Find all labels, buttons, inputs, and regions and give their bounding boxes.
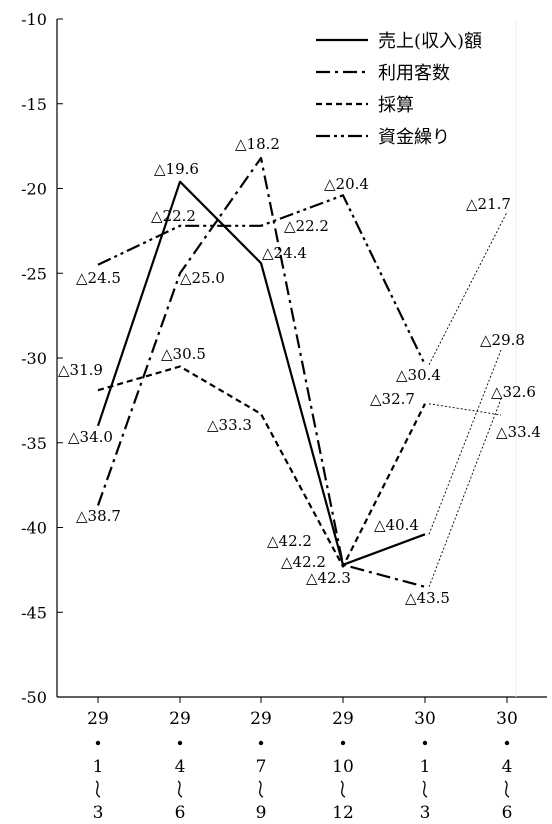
- data-label: △34.0: [68, 428, 113, 446]
- data-labels: △31.9 △34.0 △38.7 △24.5 △19.6 △22.2 △25.0 △30.5…: [58, 135, 541, 607]
- x-label-year: 30: [414, 709, 436, 729]
- x-label-year: 29: [332, 709, 354, 729]
- x-category-label: 29 7 9: [250, 709, 272, 823]
- series-lines: [96, 156, 426, 588]
- y-tick-label: -30: [21, 349, 47, 368]
- data-label: △42.2: [267, 532, 312, 550]
- data-label: △43.5: [405, 589, 450, 607]
- y-tick-label: -15: [21, 95, 47, 114]
- forecast-connector: [428, 211, 508, 365]
- forecast-connector: [428, 398, 502, 587]
- y-tick-label: -20: [21, 180, 47, 199]
- x-label-to: 3: [93, 803, 104, 823]
- data-label: △33.4: [496, 423, 541, 441]
- x-label-separator-dot: [258, 740, 264, 746]
- x-label-separator-dot: [177, 740, 183, 746]
- data-label: △22.2: [151, 207, 196, 225]
- x-category-label: 29 4 6: [169, 709, 191, 823]
- x-label-range-mark: [177, 780, 183, 798]
- x-label-year: 29: [87, 709, 109, 729]
- x-label-year: 29: [250, 709, 272, 729]
- data-label: △25.0: [180, 269, 225, 287]
- y-tick-label: -50: [21, 688, 47, 707]
- series-line: [97, 194, 426, 366]
- x-label-to: 9: [256, 803, 267, 823]
- x-label-year: 29: [169, 709, 191, 729]
- data-label: △18.2: [235, 135, 280, 153]
- data-label: △20.4: [324, 175, 369, 193]
- forecast-lines: [428, 211, 508, 587]
- data-label: △19.6: [154, 160, 199, 178]
- x-category-label: 29 1 3: [87, 709, 109, 823]
- data-label: △32.6: [491, 383, 536, 401]
- data-label: △30.5: [161, 345, 206, 363]
- data-label: △32.7: [370, 390, 415, 408]
- y-tick-label: -40: [21, 519, 47, 538]
- x-label-from: 4: [502, 757, 513, 777]
- x-category-label: 30 1 3: [414, 709, 436, 823]
- x-label-from: 10: [332, 757, 354, 777]
- x-label-separator-dot: [95, 740, 101, 746]
- legend-label: 資金繰り: [378, 127, 450, 148]
- data-label: △21.7: [466, 195, 511, 213]
- x-label-to: 3: [420, 803, 431, 823]
- data-label: △42.3: [306, 569, 351, 587]
- data-label: △24.4: [262, 244, 307, 262]
- x-category-label: 29 10 12: [332, 709, 354, 823]
- x-label-from: 1: [420, 757, 431, 777]
- forecast-connector: [428, 403, 502, 416]
- x-category-label: 30 4 6: [496, 709, 518, 823]
- data-label: △31.9: [58, 361, 103, 379]
- x-label-range-mark: [258, 780, 264, 798]
- axes: -10-15-20-25-30-35-40-45-502913294629792…: [21, 10, 547, 823]
- x-label-range-mark: [422, 780, 428, 798]
- x-label-separator-dot: [340, 740, 346, 746]
- x-label-to: 6: [502, 803, 513, 823]
- series-line: [96, 156, 426, 588]
- x-label-from: 4: [175, 757, 186, 777]
- y-tick-label: -45: [21, 603, 47, 622]
- data-label: △30.4: [396, 366, 441, 384]
- x-label-from: 7: [256, 757, 267, 777]
- series-line: [96, 180, 426, 566]
- data-label: △33.3: [207, 416, 252, 434]
- y-tick-label: -25: [21, 264, 47, 283]
- x-label-separator-dot: [422, 740, 428, 746]
- data-label: △24.5: [76, 269, 121, 287]
- x-label-range-mark: [340, 780, 346, 798]
- data-label: △40.4: [374, 516, 419, 534]
- x-label-to: 6: [175, 803, 186, 823]
- x-label-to: 12: [332, 803, 354, 823]
- y-tick-label: -35: [21, 434, 47, 453]
- x-label-from: 1: [93, 757, 104, 777]
- data-label: △38.7: [76, 507, 121, 525]
- legend-label: 採算: [378, 95, 414, 116]
- x-label-range-mark: [95, 780, 101, 798]
- forecast-connector: [428, 349, 502, 535]
- data-label: △22.2: [284, 217, 329, 235]
- legend-label: 売上(収入)額: [378, 31, 482, 52]
- x-label-separator-dot: [504, 740, 510, 746]
- x-label-year: 30: [496, 709, 518, 729]
- series-line: [97, 365, 426, 568]
- data-label: △42.2: [281, 553, 326, 571]
- y-tick-label: -10: [21, 10, 47, 29]
- data-label: △29.8: [480, 331, 525, 349]
- x-label-range-mark: [504, 780, 510, 798]
- legend-label: 利用客数: [378, 63, 450, 84]
